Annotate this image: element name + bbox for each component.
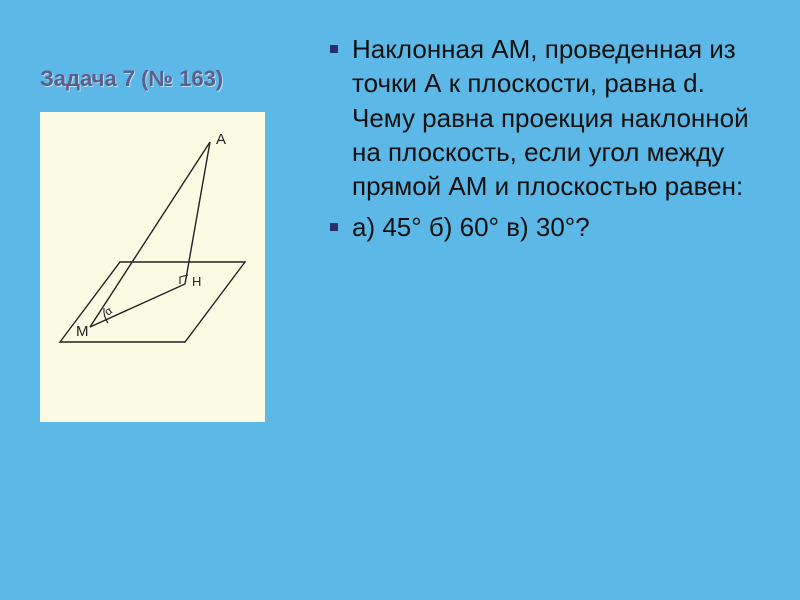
label-A: A bbox=[216, 131, 226, 148]
geometry-figure: A M H α bbox=[40, 112, 265, 422]
bullet-row-2: а) 45° б) 60° в) 30°? bbox=[330, 210, 772, 244]
bullet-square-icon bbox=[330, 223, 338, 231]
problem-text: Наклонная АМ, проведенная из точки А к п… bbox=[352, 32, 772, 204]
label-H: H bbox=[192, 274, 201, 289]
label-M: M bbox=[76, 323, 89, 340]
bullet-square-icon bbox=[330, 45, 338, 53]
problem-title: Задача 7 (№ 163) bbox=[40, 66, 320, 92]
right-column: Наклонная АМ, проведенная из точки А к п… bbox=[320, 30, 772, 570]
left-column: Задача 7 (№ 163) A M H α bbox=[40, 30, 320, 570]
slide: Задача 7 (№ 163) A M H α Наклонная bbox=[0, 0, 800, 600]
bullet-row-1: Наклонная АМ, проведенная из точки А к п… bbox=[330, 32, 772, 204]
figure-bg bbox=[40, 112, 265, 422]
answers-text: а) 45° б) 60° в) 30°? bbox=[352, 210, 590, 244]
